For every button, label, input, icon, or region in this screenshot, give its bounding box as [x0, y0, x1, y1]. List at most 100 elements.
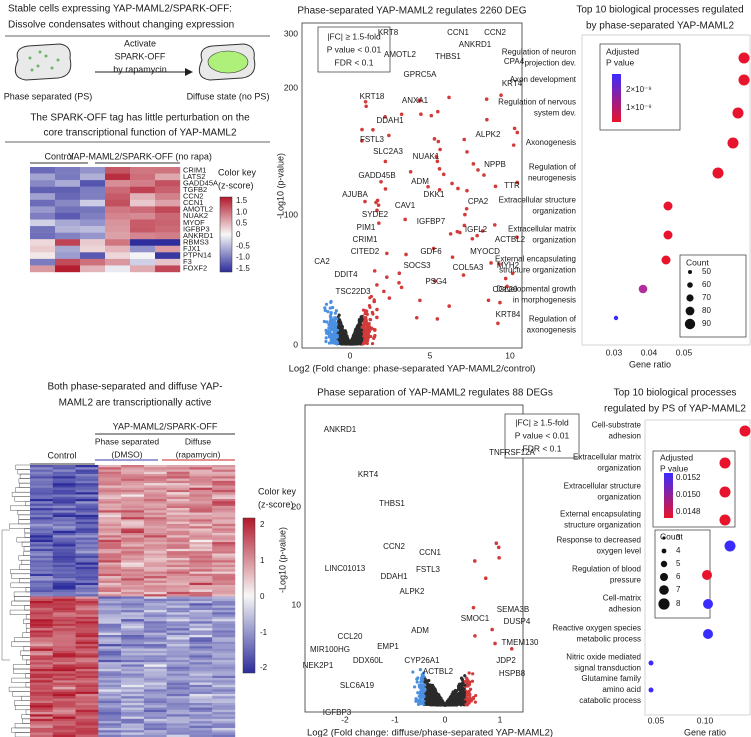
- heat-cell: [98, 533, 121, 535]
- heat-cell: [53, 694, 76, 696]
- heat-cell: [144, 585, 167, 587]
- heat-cell: [167, 569, 190, 571]
- heat-cell: [144, 606, 167, 608]
- heat-cell: [212, 723, 235, 725]
- heat-cell: [167, 565, 190, 567]
- heat-cell: [53, 621, 76, 623]
- heat-cell: [121, 710, 144, 712]
- gene-label: CPA4: [504, 57, 525, 66]
- heat-cell: [167, 606, 190, 608]
- heat-cell: [144, 501, 167, 503]
- point: [334, 326, 337, 329]
- heat-cell: [98, 694, 121, 696]
- heat-cell: [189, 556, 212, 558]
- heat-cell: [167, 689, 190, 691]
- heat-cell: [53, 490, 76, 492]
- heat-cell: [212, 708, 235, 710]
- heat-cell: [167, 601, 190, 603]
- point: [366, 322, 369, 325]
- heat-cell: [76, 705, 99, 707]
- heat-cell: [167, 578, 190, 580]
- panel-title: Phase separation of YAP-MAML2 regulates …: [317, 388, 553, 399]
- heat-cell: [76, 653, 99, 655]
- heat-cell: [53, 678, 76, 680]
- heat-cell: [76, 558, 99, 560]
- point: [326, 331, 329, 334]
- heat-cell: [53, 676, 76, 678]
- heat-cell: [30, 522, 53, 524]
- heat-cell: [144, 569, 167, 571]
- heat-cell: [53, 669, 76, 671]
- heat-cell: [76, 488, 99, 490]
- heat-cell: [121, 544, 144, 546]
- heat-cell: [30, 708, 53, 710]
- heat-cell: [98, 492, 121, 494]
- heat-cell: [121, 488, 144, 490]
- heat-cell: [212, 687, 235, 689]
- point: [409, 170, 413, 174]
- point: [373, 269, 377, 273]
- heat-cell: [167, 517, 190, 519]
- heat-cell: [189, 510, 212, 512]
- heat-cell: [189, 696, 212, 698]
- heat-cell: [121, 712, 144, 714]
- heat-cell: [144, 572, 167, 574]
- point: [433, 137, 437, 141]
- heat-cell: [212, 599, 235, 601]
- x-tick: 0.10: [697, 715, 714, 725]
- heat-cell: [98, 642, 121, 644]
- point: [397, 281, 401, 285]
- heat-cell: [76, 585, 99, 587]
- heat-cell: [76, 667, 99, 669]
- heat-cell: [53, 585, 76, 587]
- heat-cell: [76, 655, 99, 657]
- heat-cell: [189, 540, 212, 542]
- gene-label: CCN1: [419, 548, 441, 557]
- heat-cell: [76, 517, 99, 519]
- point: [377, 203, 381, 207]
- gene-label: CITED2: [351, 247, 380, 256]
- heat-cell: [121, 581, 144, 583]
- heat-cell: [105, 252, 130, 259]
- heat-cell: [53, 601, 76, 603]
- heat-cell: [155, 252, 180, 259]
- heat-cell: [98, 522, 121, 524]
- heat-cell: [30, 490, 53, 492]
- heat-cell: [167, 674, 190, 676]
- gene-label: FSTL3: [416, 565, 441, 574]
- heat-cell: [76, 540, 99, 542]
- heat-cell: [212, 660, 235, 662]
- heat-cell: [53, 560, 76, 562]
- heat-cell: [121, 501, 144, 503]
- heat-cell: [55, 193, 80, 200]
- point: [499, 93, 503, 97]
- heat-cell: [98, 562, 121, 564]
- panel-title: Phase-separated YAP-MAML2 regulates 2260…: [297, 6, 526, 17]
- heat-cell: [53, 533, 76, 535]
- heat-cell: [189, 612, 212, 614]
- heat-cell: [130, 239, 155, 246]
- heat-cell: [167, 701, 190, 703]
- heat-cell: [212, 474, 235, 476]
- heat-cell: [121, 664, 144, 666]
- heat-cell: [212, 567, 235, 569]
- key-tick: 0: [260, 592, 265, 601]
- heat-cell: [76, 499, 99, 501]
- heat-cell: [30, 565, 53, 567]
- heat-cell: [167, 653, 190, 655]
- point: [385, 275, 389, 279]
- heat-cell: [98, 596, 121, 598]
- heat-cell: [98, 674, 121, 676]
- heat-cell: [53, 712, 76, 714]
- heat-cell: [98, 678, 121, 680]
- heat-cell: [155, 167, 180, 174]
- heat-cell: [121, 606, 144, 608]
- heat-cell: [53, 576, 76, 578]
- heat-cell: [76, 549, 99, 551]
- heat-cell: [53, 628, 76, 630]
- heat-cell: [53, 528, 76, 530]
- heat-cell: [30, 547, 53, 549]
- point: [468, 671, 471, 674]
- heat-cell: [121, 678, 144, 680]
- panel-title: Top 10 biological processes regulated: [576, 5, 743, 16]
